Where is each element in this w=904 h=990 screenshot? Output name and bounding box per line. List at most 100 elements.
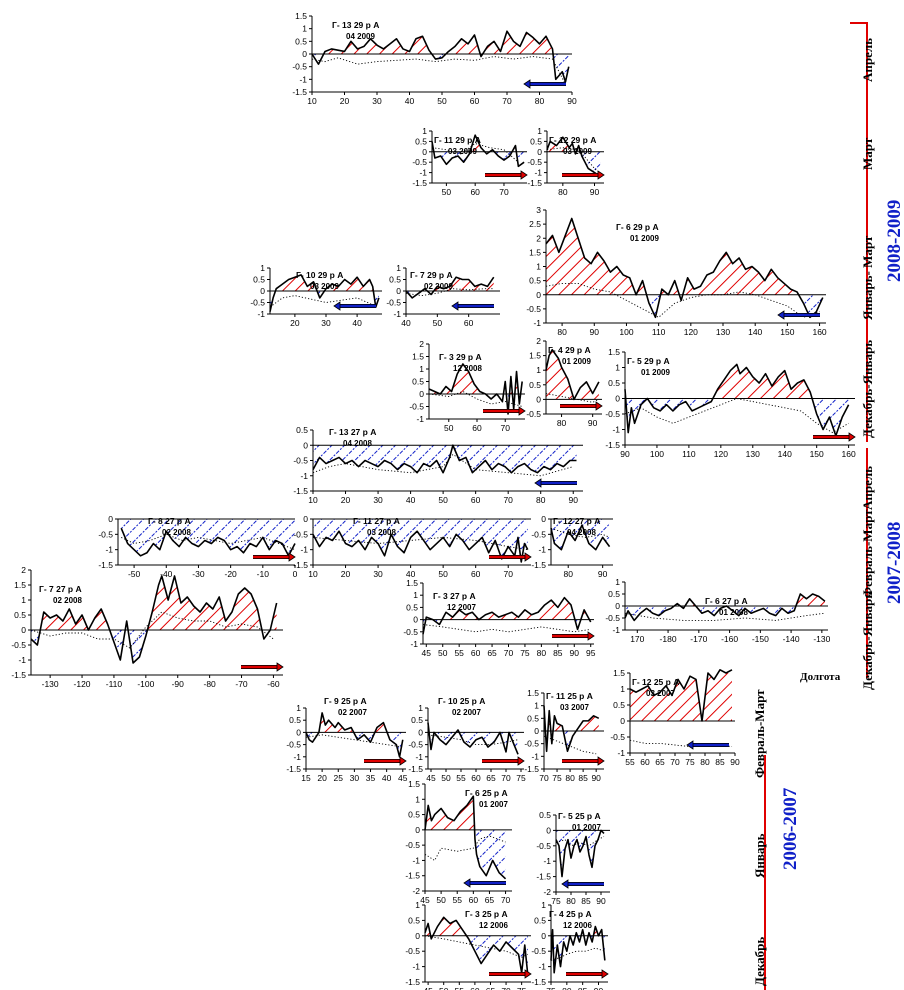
panel-title: Г- 6 25 р А: [465, 788, 508, 798]
y-tick-label: 1: [536, 365, 541, 375]
y-tick-label: -1: [412, 855, 420, 865]
y-tick-label: -1.5: [408, 764, 423, 774]
x-tick-label: 150: [810, 449, 824, 459]
panel-g11_29: -1.5-1-0.500.51 50 60 70 Г- 11 29 р А 03 2009: [412, 126, 528, 197]
reference-curve: [550, 947, 605, 961]
x-tick-label: 10: [308, 569, 318, 579]
panel-title: Г- 12 29 р А: [549, 135, 596, 145]
longitude-axis-label: Долгота: [800, 671, 841, 683]
positive-hatch-g10_29: [270, 274, 379, 291]
x-tick-label: -120: [74, 679, 91, 689]
x-tick-label: 100: [650, 449, 664, 459]
x-tick-label: 45: [426, 773, 436, 783]
y-tick-label: -1: [299, 74, 307, 84]
panel-title: Г- 6 29 р А: [616, 222, 659, 232]
y-tick-label: -1.5: [292, 87, 307, 97]
y-tick-label: 0.5: [14, 610, 26, 620]
y-tick-label: 0.5: [411, 715, 423, 725]
panel-g9_25: -1.5 -1 -0.5 0 0.5 1 15 20 25 30 35 40 45 Г- 9 25 р А…: [286, 696, 407, 783]
y-tick-label: 2: [21, 565, 26, 575]
x-tick-label: 160: [812, 327, 826, 337]
x-tick-label: 10: [308, 495, 318, 505]
y-tick-label: 1: [422, 126, 427, 136]
y-tick-label: -1.5: [527, 178, 542, 188]
panel-title: Г- 3 27 р А: [433, 591, 476, 601]
y-tick-label: -0.5: [286, 740, 301, 750]
x-tick-label: 140: [778, 449, 792, 459]
y-tick-label: 1: [260, 263, 265, 273]
panel-g13_27: -1.5 -1 -0.5 0 0.5 10 20 30 40 50 60 70 80 90 Г- 13 27…: [293, 425, 583, 505]
panel-title: Г- 5 25 р А: [558, 811, 601, 821]
x-tick-label: 90: [591, 773, 601, 783]
y-tick-label: 1.5: [408, 779, 420, 789]
reference-curve: [424, 835, 506, 862]
x-tick-label: 45: [422, 648, 432, 658]
y-tick-label: 0.5: [608, 589, 620, 599]
direction-arrow-icon: [489, 552, 532, 562]
x-tick-label: 70: [499, 187, 509, 197]
y-tick-label: 0.5: [295, 36, 307, 46]
x-tick-label: 50: [439, 986, 449, 990]
reference-curve: [422, 624, 591, 633]
x-tick-label: 80: [537, 648, 547, 658]
panel-title: Г- 13 27 р А: [329, 427, 376, 437]
direction-arrow-icon: [483, 406, 526, 416]
x-tick-label: 20: [340, 96, 350, 106]
period-bracket-2007-2008: [866, 448, 868, 678]
y-tick-label: 1.5: [527, 688, 539, 698]
x-tick-label: 60: [464, 318, 474, 328]
y-tick-label: 0.5: [253, 275, 265, 285]
x-tick-label: -20: [224, 569, 237, 579]
direction-arrow-icon: [489, 969, 532, 979]
x-tick-label: 70: [501, 773, 511, 783]
direction-arrow-icon: [777, 310, 820, 320]
panel-date: 02 2009: [424, 282, 453, 291]
negative-hatch-g11_27: [313, 519, 528, 562]
x-tick-label: 90: [590, 327, 600, 337]
panel-title: Г- 12 27 р А: [553, 516, 600, 526]
x-tick-label: 0: [293, 569, 298, 579]
x-tick-label: 60: [470, 96, 480, 106]
reference-curve: [305, 734, 403, 748]
panel-date: 02 2008: [53, 596, 82, 605]
x-tick-label: 50: [437, 96, 447, 106]
x-tick-label: 30: [373, 495, 383, 505]
x-tick-label: 10: [307, 96, 317, 106]
y-tick-label: 0: [415, 931, 420, 941]
panel-date: 12 2007: [447, 603, 476, 612]
positive-hatch-g5_29: [625, 364, 849, 399]
positive-hatch-g6_29: [546, 218, 823, 295]
x-tick-label: 90: [567, 96, 577, 106]
y-tick-label: -1.5: [405, 871, 420, 881]
panel-title: Г- 8 27 р А: [148, 516, 191, 526]
y-tick-label: 2.5: [529, 219, 541, 229]
y-tick-label: -0.5: [386, 298, 401, 308]
x-tick-label: 65: [485, 895, 495, 905]
y-tick-label: 0.5: [529, 276, 541, 286]
y-tick-label: 0.5: [539, 810, 551, 820]
x-tick-label: 40: [405, 96, 415, 106]
negative-hatch-g3_25: [425, 935, 528, 976]
panel-date: 01 2007: [572, 823, 601, 832]
x-tick-label: 70: [504, 648, 514, 658]
x-tick-label: 50: [438, 495, 448, 505]
direction-arrow-icon: [523, 79, 566, 89]
y-tick-label: 0.5: [415, 136, 427, 146]
x-tick-label: 75: [552, 773, 562, 783]
x-tick-label: 20: [290, 318, 300, 328]
month-label-january-2007: Январь: [752, 833, 767, 878]
y-tick-label: 0: [21, 625, 26, 635]
y-tick-label: 0: [536, 394, 541, 404]
series-line: [269, 274, 380, 312]
y-tick-label: -1: [393, 309, 401, 319]
y-tick-label: 0: [418, 727, 423, 737]
y-tick-label: 0.5: [527, 713, 539, 723]
x-tick-label: 15: [301, 773, 311, 783]
y-tick-label: 0: [537, 147, 542, 157]
series-line: [550, 925, 606, 974]
series-line: [624, 363, 850, 437]
panel-title: Г- 10 29 р А: [296, 270, 343, 280]
y-tick-label: 1: [620, 684, 625, 694]
direction-arrow-icon: [482, 756, 525, 766]
period-bracket-2006-2007: [764, 755, 766, 990]
